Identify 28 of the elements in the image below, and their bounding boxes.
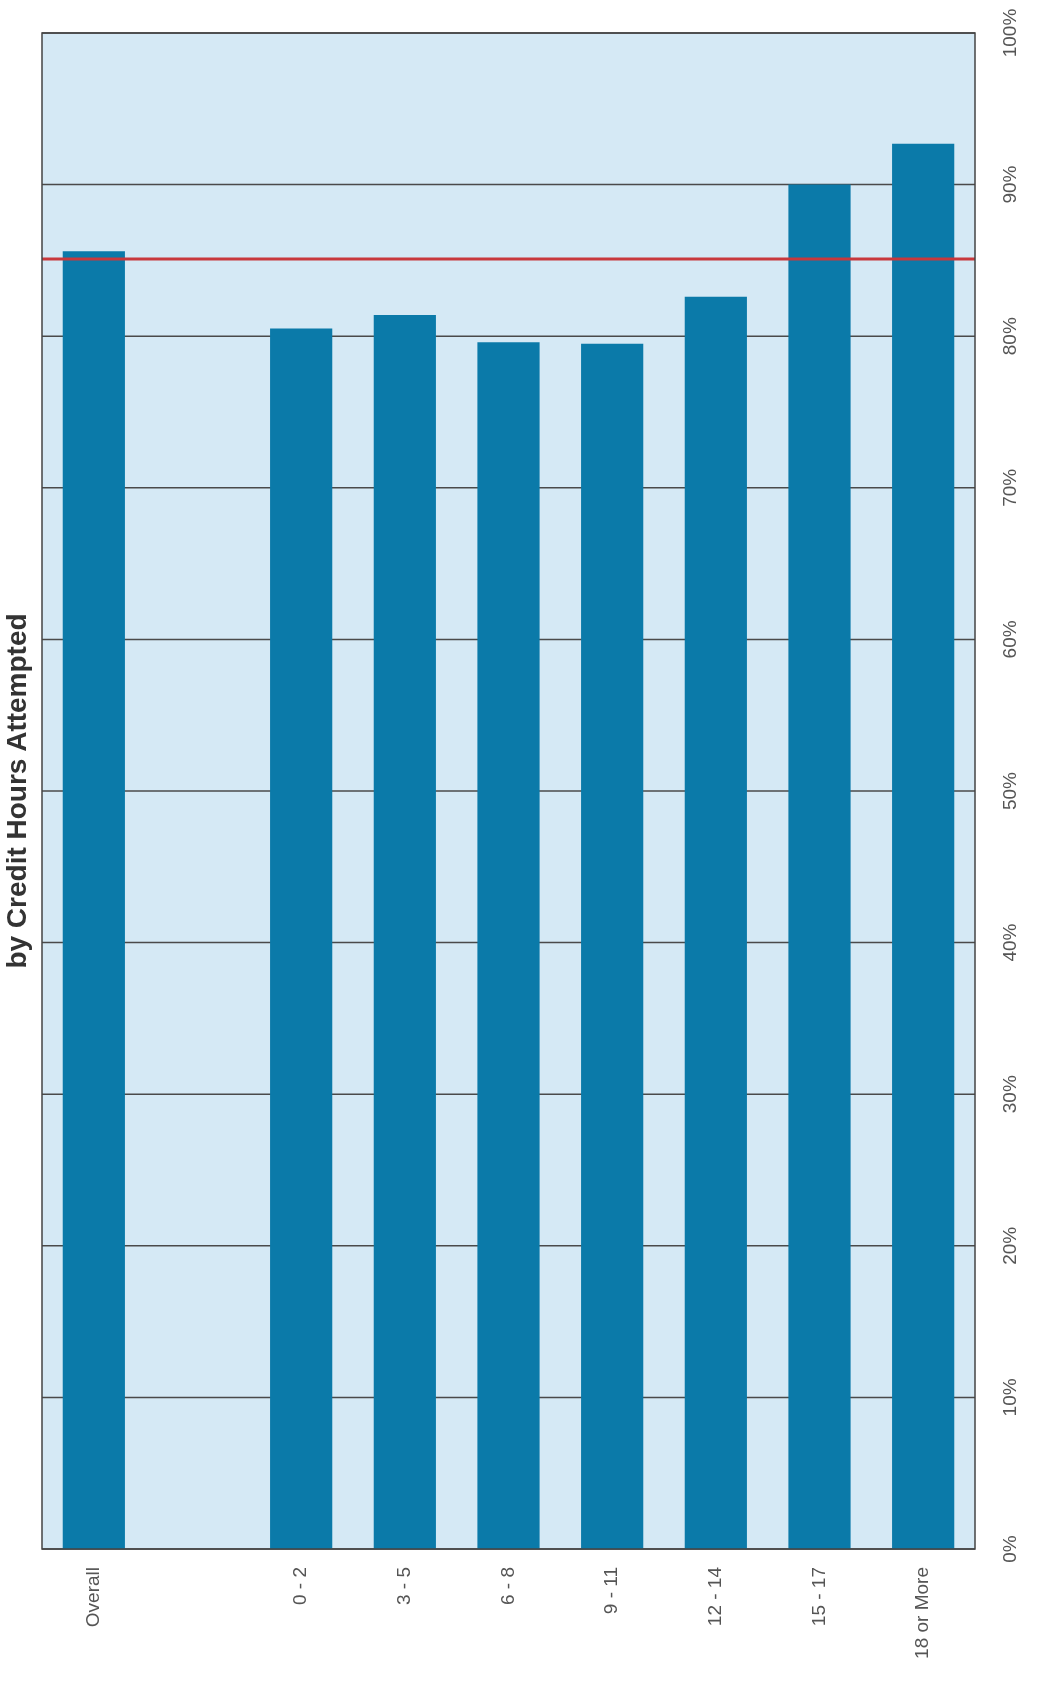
y-tick-label: 40% [999,923,1021,962]
y-tick-label: 70% [999,468,1021,507]
bar [373,314,436,1549]
x-tick-label: 18 or More [911,1567,933,1659]
text: by Credit Hours Attempted [0,613,32,969]
y-tick-label: 30% [999,1075,1021,1114]
y-tick-label: 90% [999,165,1021,204]
y-tick-label: 80% [999,317,1021,356]
x-tick-label: 15 - 17 [807,1567,829,1627]
y-tick-label: 10% [999,1378,1021,1417]
x-tick-label: 12 - 14 [704,1566,726,1627]
bar [581,343,644,1549]
x-tick-label: 0 - 2 [289,1567,311,1606]
bar [62,251,125,1549]
x-tick-label: Overall [82,1567,104,1628]
bar [477,342,540,1549]
bar [892,143,955,1549]
y-tick-label: 60% [999,620,1021,659]
y-tick-label: 50% [999,771,1021,811]
bar [684,296,747,1549]
bar [270,328,333,1549]
y-tick-label: 100% [999,8,1021,58]
y-tick-label: 20% [999,1226,1021,1265]
x-tick-label: 3 - 5 [393,1567,415,1606]
x-tick-label: 9 - 11 [600,1567,622,1615]
x-tick-label: 6 - 8 [496,1567,518,1606]
bar [788,184,851,1549]
y-tick-label: 0% [999,1535,1021,1563]
